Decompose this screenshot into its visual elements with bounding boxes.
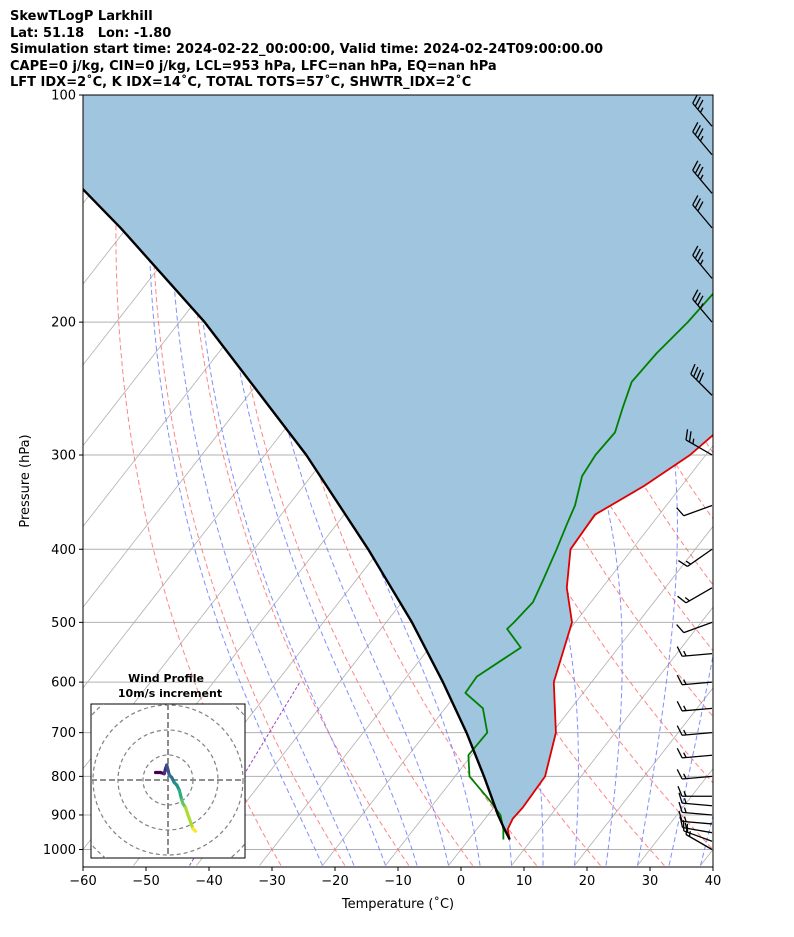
- y-tick-label: 500: [51, 616, 76, 631]
- hodograph-inset: Wind Profile 10m/s increment: [90, 672, 246, 859]
- hodograph-title: Wind Profile: [128, 672, 204, 685]
- y-tick-label: 100: [51, 89, 76, 104]
- wind-barb: [678, 792, 713, 807]
- isotherm: [700, 848, 713, 866]
- wind-barb: [676, 504, 713, 517]
- x-axis-label: Temperature (˚C): [341, 896, 454, 912]
- dry-adiabat: [219, 95, 474, 866]
- wind-barb: [676, 725, 713, 736]
- wind-barb: [678, 801, 713, 816]
- chart-header: SkewTLogP Larkhill Lat: 51.18 Lon: -1.80…: [10, 9, 603, 92]
- wind-barb: [692, 195, 713, 229]
- wind-barb: [692, 121, 713, 156]
- y-tick-label: 700: [51, 726, 76, 741]
- hodograph-segment: [191, 827, 198, 833]
- x-tick-label: 10: [516, 874, 533, 889]
- location-line: Lat: 51.18 Lon: -1.80: [10, 25, 172, 41]
- dry-adiabat: [186, 95, 410, 866]
- dry-adiabat: [709, 95, 713, 105]
- y-tick-label: 300: [51, 448, 76, 463]
- moist-adiabat: [191, 95, 386, 866]
- y-tick-label: 900: [51, 808, 76, 823]
- parcel-path: [83, 187, 511, 841]
- wind-barb: [711, 95, 712, 96]
- y-tick-label: 600: [51, 676, 76, 691]
- chart-title: SkewTLogP Larkhill: [10, 9, 153, 24]
- y-tick-label: 1000: [43, 843, 76, 858]
- y-tick-label: 800: [51, 770, 76, 785]
- moist-adiabat: [148, 95, 323, 866]
- index-line: LFT IDX=2˚C, K IDX=14˚C, TOTAL TOTS=57˚C…: [10, 75, 472, 90]
- wind-barb: [692, 245, 713, 279]
- dry-adiabat: [742, 95, 794, 866]
- hodograph-subtitle: 10m/s increment: [118, 687, 222, 700]
- x-tick-label: −30: [258, 874, 285, 889]
- wind-barb: [676, 701, 713, 712]
- hodograph-segment: [186, 813, 195, 831]
- temperature-line: [506, 433, 713, 840]
- wind-barb: [677, 786, 712, 797]
- dry-adiabat: [115, 95, 282, 866]
- isotherm: [83, 95, 105, 124]
- isotherm: [574, 687, 713, 866]
- moist-adiabat: [215, 95, 418, 866]
- isotherm: [511, 606, 713, 866]
- time-line: Simulation start time: 2024-02-22_00:00:…: [10, 42, 603, 57]
- wind-barb: [677, 587, 713, 604]
- data-layer: [83, 95, 713, 841]
- x-tick-label: 0: [457, 874, 465, 889]
- y-axis-label: Pressure (hPa): [18, 434, 33, 527]
- x-tick-label: 30: [642, 874, 659, 889]
- y-tick-label: 200: [51, 316, 76, 331]
- wind-barb: [676, 646, 713, 657]
- x-tick-label: −60: [69, 874, 96, 889]
- hodograph-plot: [91, 704, 245, 858]
- dewpoint-line: [464, 292, 713, 840]
- wind-barb: [676, 621, 713, 634]
- x-tick-label: −40: [195, 874, 222, 889]
- dry-adiabat: [775, 95, 794, 866]
- x-tick-label: 40: [705, 874, 722, 889]
- cape-line: CAPE=0 j/kg, CIN=0 j/kg, LCL=953 hPa, LF…: [10, 58, 497, 74]
- wind-barb: [676, 769, 713, 780]
- moist-adiabat: [700, 813, 713, 866]
- wind-barb: [678, 810, 713, 825]
- isotherm: [764, 95, 794, 865]
- wind-barb: [692, 289, 713, 323]
- x-tick-label: 20: [579, 874, 596, 889]
- x-tick-label: −20: [321, 874, 348, 889]
- wind-barb: [676, 747, 713, 759]
- x-tick-label: −50: [132, 874, 159, 889]
- wind-barb: [679, 816, 713, 834]
- wind-barb: [678, 548, 713, 568]
- wind-barb: [676, 674, 713, 686]
- x-tick-label: −10: [384, 874, 411, 889]
- wind-barb: [690, 363, 713, 396]
- wind-barb: [685, 429, 713, 456]
- y-tick-label: 400: [51, 543, 76, 558]
- wind-barbs: [676, 95, 713, 851]
- moist-adiabat: [668, 95, 713, 866]
- cape-cin-shading: [83, 95, 713, 840]
- moist-adiabat: [169, 95, 355, 866]
- wind-barb: [692, 160, 713, 194]
